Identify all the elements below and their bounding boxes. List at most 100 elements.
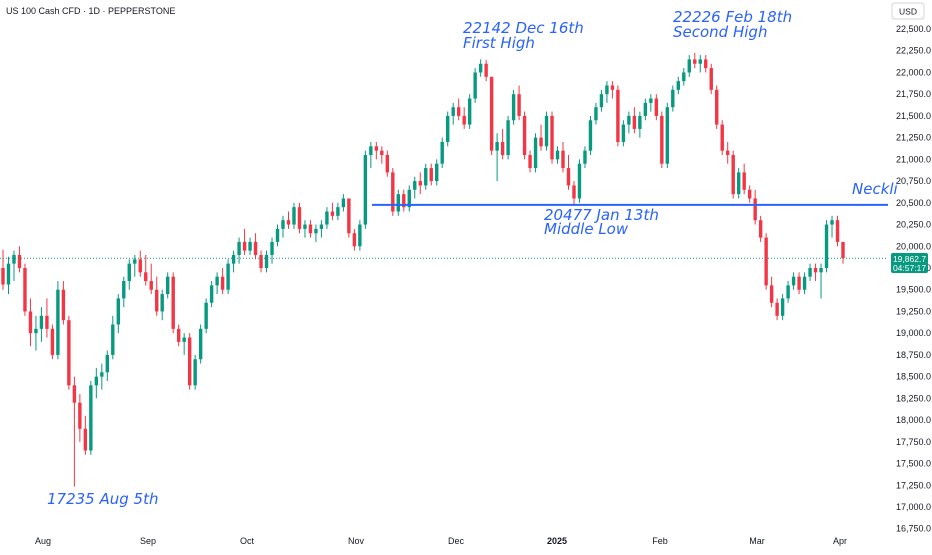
price-tick-label: 17,500.0 <box>896 459 931 469</box>
candle-body <box>242 241 247 251</box>
candle-body <box>39 315 44 329</box>
candle-body <box>182 337 186 342</box>
candle <box>413 176 417 199</box>
price-tick-label: 19,250.0 <box>896 306 931 316</box>
candle <box>726 141 730 164</box>
candle-body <box>363 155 368 225</box>
candle-body <box>813 268 818 273</box>
candle <box>286 211 291 229</box>
candle-body <box>402 194 406 208</box>
candle <box>83 415 88 455</box>
candle-body <box>319 224 324 229</box>
candle <box>446 111 450 147</box>
candle-body <box>138 259 142 273</box>
candle <box>292 202 296 229</box>
candle <box>555 146 560 164</box>
second-high-price[interactable]: 22226 Feb 18th <box>673 8 792 26</box>
candle <box>402 189 406 212</box>
candle-body <box>17 254 22 268</box>
first-high-price[interactable]: 22142 Dec 16th <box>463 19 584 37</box>
candle <box>687 55 691 77</box>
candle-body <box>841 241 845 259</box>
candle-body <box>489 76 494 151</box>
last-price-value: 19,862.7 <box>893 254 926 264</box>
candle <box>149 263 153 295</box>
candle-body <box>396 194 400 212</box>
middle-low-price[interactable]: 20477 Jan 13th <box>544 206 659 224</box>
candle-body <box>34 328 38 334</box>
candle-body <box>638 115 642 129</box>
candle <box>709 63 713 95</box>
candle-body <box>704 59 708 69</box>
candle <box>67 315 71 390</box>
candle <box>775 298 779 321</box>
candle <box>193 354 197 390</box>
candle <box>665 102 670 169</box>
candle <box>654 94 659 121</box>
candle <box>500 128 505 160</box>
candle-body <box>791 276 796 286</box>
candle <box>23 263 27 316</box>
candle <box>275 224 280 247</box>
neckline-label[interactable]: Neckli <box>852 180 899 198</box>
candle-body <box>808 268 812 277</box>
price-tick-label: 22,250.0 <box>896 46 931 56</box>
candle <box>660 111 664 169</box>
candle <box>456 98 461 121</box>
candle <box>28 298 33 347</box>
last-price-badge-bg <box>891 253 928 273</box>
candle-body <box>391 172 395 212</box>
candle <box>467 94 472 129</box>
candle-body <box>660 115 664 164</box>
candle <box>566 155 571 190</box>
candle-body <box>429 168 433 182</box>
middle-low-label[interactable]: Middle Low <box>544 220 629 238</box>
candle-body <box>204 302 208 329</box>
second-high-label[interactable]: Second High <box>673 23 767 41</box>
candle-body <box>127 263 131 282</box>
candle-body <box>671 89 675 108</box>
candle-body <box>797 276 801 290</box>
candle-body <box>281 220 285 229</box>
candle-body <box>643 102 648 116</box>
candle-body <box>413 181 417 190</box>
candle-body <box>292 207 296 225</box>
first-high-label[interactable]: First High <box>463 34 535 52</box>
candle <box>253 233 258 260</box>
currency-badge[interactable] <box>891 2 925 20</box>
last-price-badge: 19,862.7 04:57:17 <box>891 253 928 273</box>
time-axis[interactable]: Aug Sep Oct Nov Dec 2025 Feb Mar Apr <box>35 536 847 546</box>
candle <box>682 68 686 86</box>
candle <box>270 237 274 264</box>
candle-body <box>303 224 307 229</box>
aug-low-label[interactable]: 17235 Aug 5th <box>47 490 158 508</box>
candle-body <box>116 298 120 325</box>
price-tick-label: 21,750.0 <box>896 89 931 99</box>
candle-body <box>424 168 428 186</box>
candle-body <box>500 141 505 156</box>
candle <box>347 198 351 238</box>
price-tick-label: 18,000.0 <box>896 415 931 425</box>
candle <box>841 241 845 264</box>
time-tick-label: Feb <box>652 536 668 546</box>
candle-body <box>440 141 444 164</box>
symbol-title[interactable]: US 100 Cash CFD · 1D · PEPPERSTONE <box>6 6 175 16</box>
candle-body <box>347 198 351 234</box>
candle-body <box>418 181 422 186</box>
candle <box>133 254 137 277</box>
candle <box>209 281 214 308</box>
candle <box>517 85 521 121</box>
candle <box>550 111 554 164</box>
candle <box>747 185 752 203</box>
candle-body <box>588 120 593 151</box>
candle-body <box>67 320 71 386</box>
candle-body <box>407 189 411 208</box>
candle-body <box>259 254 263 268</box>
candle-body <box>308 224 313 234</box>
currency-label: USD <box>899 7 917 17</box>
candle-body <box>610 85 615 90</box>
candle-body <box>45 315 49 329</box>
candle-body <box>330 211 335 216</box>
